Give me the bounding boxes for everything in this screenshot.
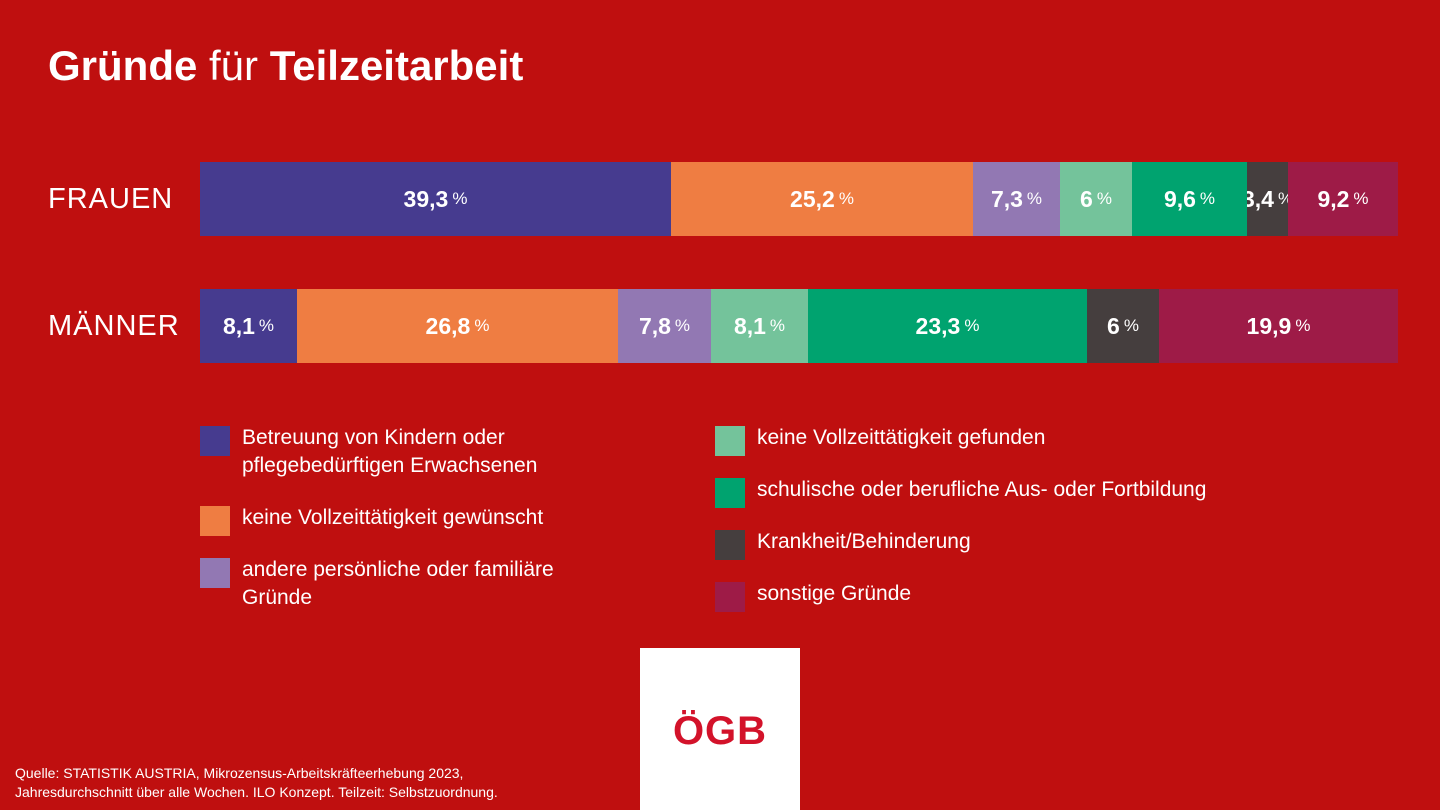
legend-label: Betreuung von Kindern oder pflegebedürft…: [242, 426, 538, 477]
bar-segment-männer-1: 8,1%: [200, 289, 297, 363]
legend-label: keine Vollzeittätigkeit gefunden: [757, 426, 1046, 449]
data-label-unit: %: [1123, 316, 1139, 335]
bar-segment-frauen-7: 9,2%: [1288, 162, 1398, 236]
data-label-unit: %: [838, 189, 854, 208]
legend-swatch: [715, 582, 745, 612]
legend-item: schulische oder berufliche Aus- oder For…: [715, 476, 1317, 508]
data-label-unit: %: [674, 316, 691, 335]
bar-segment-frauen-6: 3,4%: [1247, 162, 1288, 236]
legend-label: andere persönliche oder familiäre Gründe: [242, 558, 554, 609]
chart-title: Gründe für Teilzeitarbeit: [48, 40, 523, 92]
title-part-3: Teilzeitarbeit: [269, 42, 524, 89]
title-part-2: für: [209, 42, 259, 89]
data-label-value: 8,1: [222, 312, 255, 339]
data-label-value: 7,8: [638, 312, 671, 339]
oegb-logo: ÖGB: [640, 648, 800, 810]
data-label-unit: %: [1278, 189, 1288, 209]
title-part-1: Gründe: [48, 42, 198, 89]
bar-segment-frauen-4: 6%: [1060, 162, 1132, 236]
legend-item: Krankheit/Behinderung: [715, 528, 1317, 560]
data-label-value: 6: [1080, 185, 1093, 212]
data-label-unit: %: [258, 316, 275, 335]
legend-swatch: [200, 558, 230, 588]
data-label-value: 7,3: [990, 185, 1023, 212]
category-label-maenner: MÄNNER: [48, 310, 180, 342]
data-label-value: 8,1: [733, 312, 766, 339]
bar-segment-frauen-1: 39,3%: [200, 162, 671, 236]
stacked-bar-maenner: 8,1% 26,8% 7,8% 8,1% 23,3% 6% 19,9%: [200, 289, 1398, 363]
legend-swatch: [715, 426, 745, 456]
data-label-unit: %: [1096, 189, 1112, 208]
legend-swatch: [715, 530, 745, 560]
legend-item: sonstige Gründe: [715, 580, 1317, 612]
data-label-value: 6: [1107, 312, 1120, 339]
data-label-unit: %: [769, 316, 786, 335]
legend-label: schulische oder berufliche Aus- oder For…: [757, 478, 1207, 501]
legend-item: andere persönliche oder familiäre Gründe: [200, 556, 592, 612]
bar-segment-männer-7: 19,9%: [1159, 289, 1398, 363]
oegb-logo-wordmark: ÖGB: [673, 708, 767, 752]
legend-item: keine Vollzeittätigkeit gefunden: [715, 424, 1317, 456]
data-label-value: 23,3: [915, 312, 961, 339]
bar-segment-männer-6: 6%: [1087, 289, 1159, 363]
source-note: Quelle: STATISTIK AUSTRIA, Mikrozensus-A…: [15, 764, 615, 802]
data-label-value: 9,6: [1163, 185, 1196, 212]
data-label-unit: %: [1199, 189, 1216, 208]
bar-segment-frauen-3: 7,3%: [973, 162, 1060, 236]
data-label-unit: %: [1295, 316, 1311, 335]
data-label-unit: %: [964, 316, 980, 335]
data-label-value: 3,4: [1247, 185, 1274, 212]
legend-swatch: [715, 478, 745, 508]
category-label-frauen: FRAUEN: [48, 183, 174, 215]
legend-item: Betreuung von Kindern oder pflegebedürft…: [200, 424, 592, 480]
data-label-value: 26,8: [425, 312, 471, 339]
chart-legend: Betreuung von Kindern oder pflegebedürft…: [200, 424, 1340, 624]
oegb-logo-mark: ÖGB: [673, 708, 767, 752]
bar-segment-männer-2: 26,8%: [297, 289, 618, 363]
data-label-value: 9,2: [1317, 185, 1350, 212]
data-label-unit: %: [474, 316, 490, 335]
legend-label: Krankheit/Behinderung: [757, 530, 971, 553]
data-label-value: 25,2: [790, 185, 835, 212]
data-label-value: 19,9: [1246, 312, 1292, 339]
bar-segment-männer-5: 23,3%: [808, 289, 1087, 363]
bar-segment-männer-3: 7,8%: [618, 289, 711, 363]
data-label-unit: %: [1353, 189, 1369, 208]
data-label-unit: %: [452, 189, 468, 208]
data-label-unit: %: [1026, 189, 1043, 208]
source-line-2: Jahresdurchschnitt über alle Wochen. ILO…: [15, 784, 498, 800]
legend-swatch: [200, 506, 230, 536]
legend-label: keine Vollzeittätigkeit gewünscht: [242, 506, 544, 529]
bar-segment-männer-4: 8,1%: [711, 289, 808, 363]
legend-item: keine Vollzeittätigkeit gewünscht: [200, 504, 592, 536]
legend-swatch: [200, 426, 230, 456]
bar-segment-frauen-2: 25,2%: [671, 162, 973, 236]
bar-segment-frauen-5: 9,6%: [1132, 162, 1247, 236]
legend-label: sonstige Gründe: [757, 582, 912, 605]
source-line-1: Quelle: STATISTIK AUSTRIA, Mikrozensus-A…: [15, 765, 464, 781]
data-label-value: 39,3: [403, 185, 449, 212]
stacked-bar-frauen: 39,3%25,2%7,3%6%9,6%3,4%9,2%: [200, 162, 1398, 236]
